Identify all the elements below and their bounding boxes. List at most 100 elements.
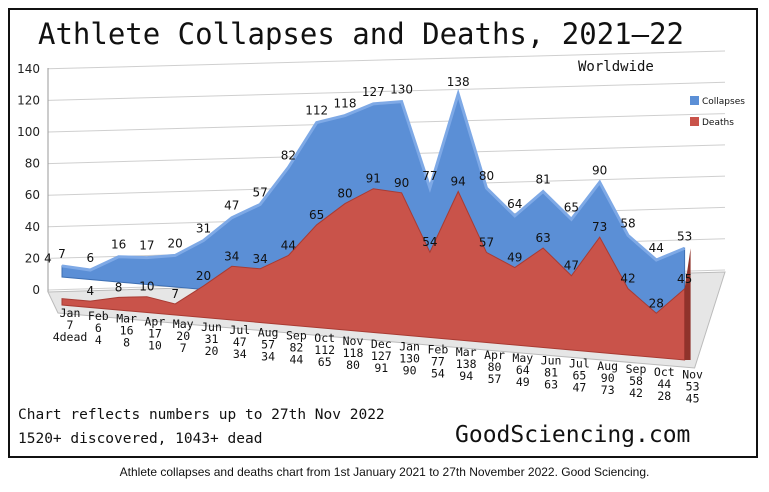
deaths-value-label: 44 xyxy=(281,238,296,252)
collapses-value-label: 65 xyxy=(564,200,579,214)
gridline xyxy=(47,81,726,101)
deaths-value-label: 45 xyxy=(677,272,692,286)
x-count-label: 45 xyxy=(686,392,700,406)
note-line-2: 1520+ discovered, 1043+ dead xyxy=(18,431,262,447)
collapses-value-label: 53 xyxy=(677,229,692,243)
deaths-value-label: 7 xyxy=(171,287,179,301)
x-count-label: 80 xyxy=(488,360,502,374)
x-month-label: Apr xyxy=(145,314,166,328)
x-count-label: 118 xyxy=(343,346,364,360)
y-tick-label: 60 xyxy=(25,188,40,202)
x-count-label: 64 xyxy=(516,363,530,377)
collapses-value-label: 112 xyxy=(305,104,328,118)
x-month-label: Sep xyxy=(626,362,647,376)
deaths-value-label: 42 xyxy=(620,272,635,286)
deaths-value-label: 10 xyxy=(139,280,154,294)
x-count-label: 17 xyxy=(148,326,162,340)
collapses-value-label: 16 xyxy=(111,238,126,252)
x-count-label: 10 xyxy=(148,338,162,352)
collapses-value-label: 80 xyxy=(479,169,494,183)
x-month-label: Mar xyxy=(116,312,137,326)
x-month-label: Apr xyxy=(484,348,505,362)
x-month-label: May xyxy=(512,351,533,365)
y-tick-label: 100 xyxy=(17,125,40,139)
x-month-label: Aug xyxy=(258,326,279,340)
x-month-label: Oct xyxy=(314,331,335,345)
x-count-label: 7 xyxy=(180,341,187,355)
x-month-label: Nov xyxy=(682,368,703,382)
deaths-value-label: 80 xyxy=(337,187,352,201)
x-month-label: Jul xyxy=(229,323,250,337)
x-count-label: 90 xyxy=(601,371,615,385)
x-count-label: 34 xyxy=(233,347,247,361)
x-count-label: 20 xyxy=(176,329,190,343)
collapses-value-label: 82 xyxy=(281,148,296,162)
x-count-label: 44 xyxy=(289,352,303,366)
legend-label-collapses: Collapses xyxy=(702,97,745,107)
x-count-label: 7 xyxy=(67,318,74,332)
x-month-label: Nov xyxy=(343,334,364,348)
x-count-label: 54 xyxy=(431,366,445,380)
collapses-value-label: 44 xyxy=(649,241,664,255)
collapses-value-label: 127 xyxy=(362,85,385,99)
x-count-label: 44 xyxy=(657,377,671,391)
x-month-label: Jan xyxy=(60,306,81,320)
x-count-label: 90 xyxy=(403,364,417,378)
collapses-value-label: 118 xyxy=(334,97,357,111)
x-count-label: 58 xyxy=(629,374,643,388)
deaths-value-label: 34 xyxy=(224,249,239,263)
x-month-label: Feb xyxy=(428,342,449,356)
x-count-label: 65 xyxy=(572,368,586,382)
chart-subtitle: Worldwide xyxy=(578,59,654,75)
legend-swatch-deaths xyxy=(690,117,699,126)
gridline xyxy=(47,50,726,70)
y-tick-label: 80 xyxy=(25,157,40,171)
area-series xyxy=(61,88,691,361)
deaths-value-label: 94 xyxy=(451,174,466,188)
deaths-value-label: 65 xyxy=(309,208,324,222)
x-count-label: 94 xyxy=(459,369,473,383)
x-month-label: Dec xyxy=(371,337,392,351)
y-tick-label: 140 xyxy=(17,62,40,76)
x-count-label: 63 xyxy=(544,378,558,392)
x-count-label: 8 xyxy=(123,336,130,350)
x-month-label: Feb xyxy=(88,309,109,323)
x-month-label: Aug xyxy=(597,359,618,373)
collapses-value-label: 47 xyxy=(224,199,239,213)
collapses-value-label: 58 xyxy=(620,216,635,230)
deaths-value-label: 63 xyxy=(535,231,550,245)
x-count-label: 138 xyxy=(456,357,477,371)
x-count-label: 127 xyxy=(371,349,392,363)
x-count-label: 49 xyxy=(516,375,530,389)
x-count-label: 42 xyxy=(629,386,643,400)
x-count-label: 73 xyxy=(601,383,615,397)
collapses-value-label: 130 xyxy=(390,83,413,97)
deaths-value-label: 91 xyxy=(366,172,381,186)
x-month-label: Oct xyxy=(654,365,675,379)
deaths-value-label: 4 xyxy=(86,284,94,298)
collapses-value-label: 17 xyxy=(139,239,154,253)
x-month-label: Mar xyxy=(456,345,477,359)
legend-label-deaths: Deaths xyxy=(702,118,734,128)
y-tick-label: 20 xyxy=(25,251,40,265)
collapses-value-label: 7 xyxy=(58,247,66,261)
deaths-value-label: 49 xyxy=(507,251,522,265)
chart-title: Athlete Collapses and Deaths, 2021—22 xyxy=(38,17,684,51)
x-month-label: May xyxy=(173,317,194,331)
x-count-label: 6 xyxy=(95,321,102,335)
collapses-value-label: 77 xyxy=(422,169,437,183)
x-count-label: 28 xyxy=(657,389,671,403)
x-month-label: Jun xyxy=(541,354,562,368)
x-month-label: Sep xyxy=(286,328,307,342)
y-axis-ticks: 0 20 40 60 80 100 120 140 xyxy=(17,62,40,297)
deaths-value-label: 57 xyxy=(479,235,494,249)
x-count-label: 16 xyxy=(120,324,134,338)
x-count-label: 20 xyxy=(205,344,219,358)
collapses-ridge xyxy=(61,88,686,272)
x-month-label: Jan xyxy=(399,340,420,354)
deaths-value-label: 20 xyxy=(196,269,211,283)
legend-swatch-collapses xyxy=(690,96,699,105)
deaths-value-label: 34 xyxy=(252,252,267,266)
x-count-label: 4dead xyxy=(53,330,88,344)
